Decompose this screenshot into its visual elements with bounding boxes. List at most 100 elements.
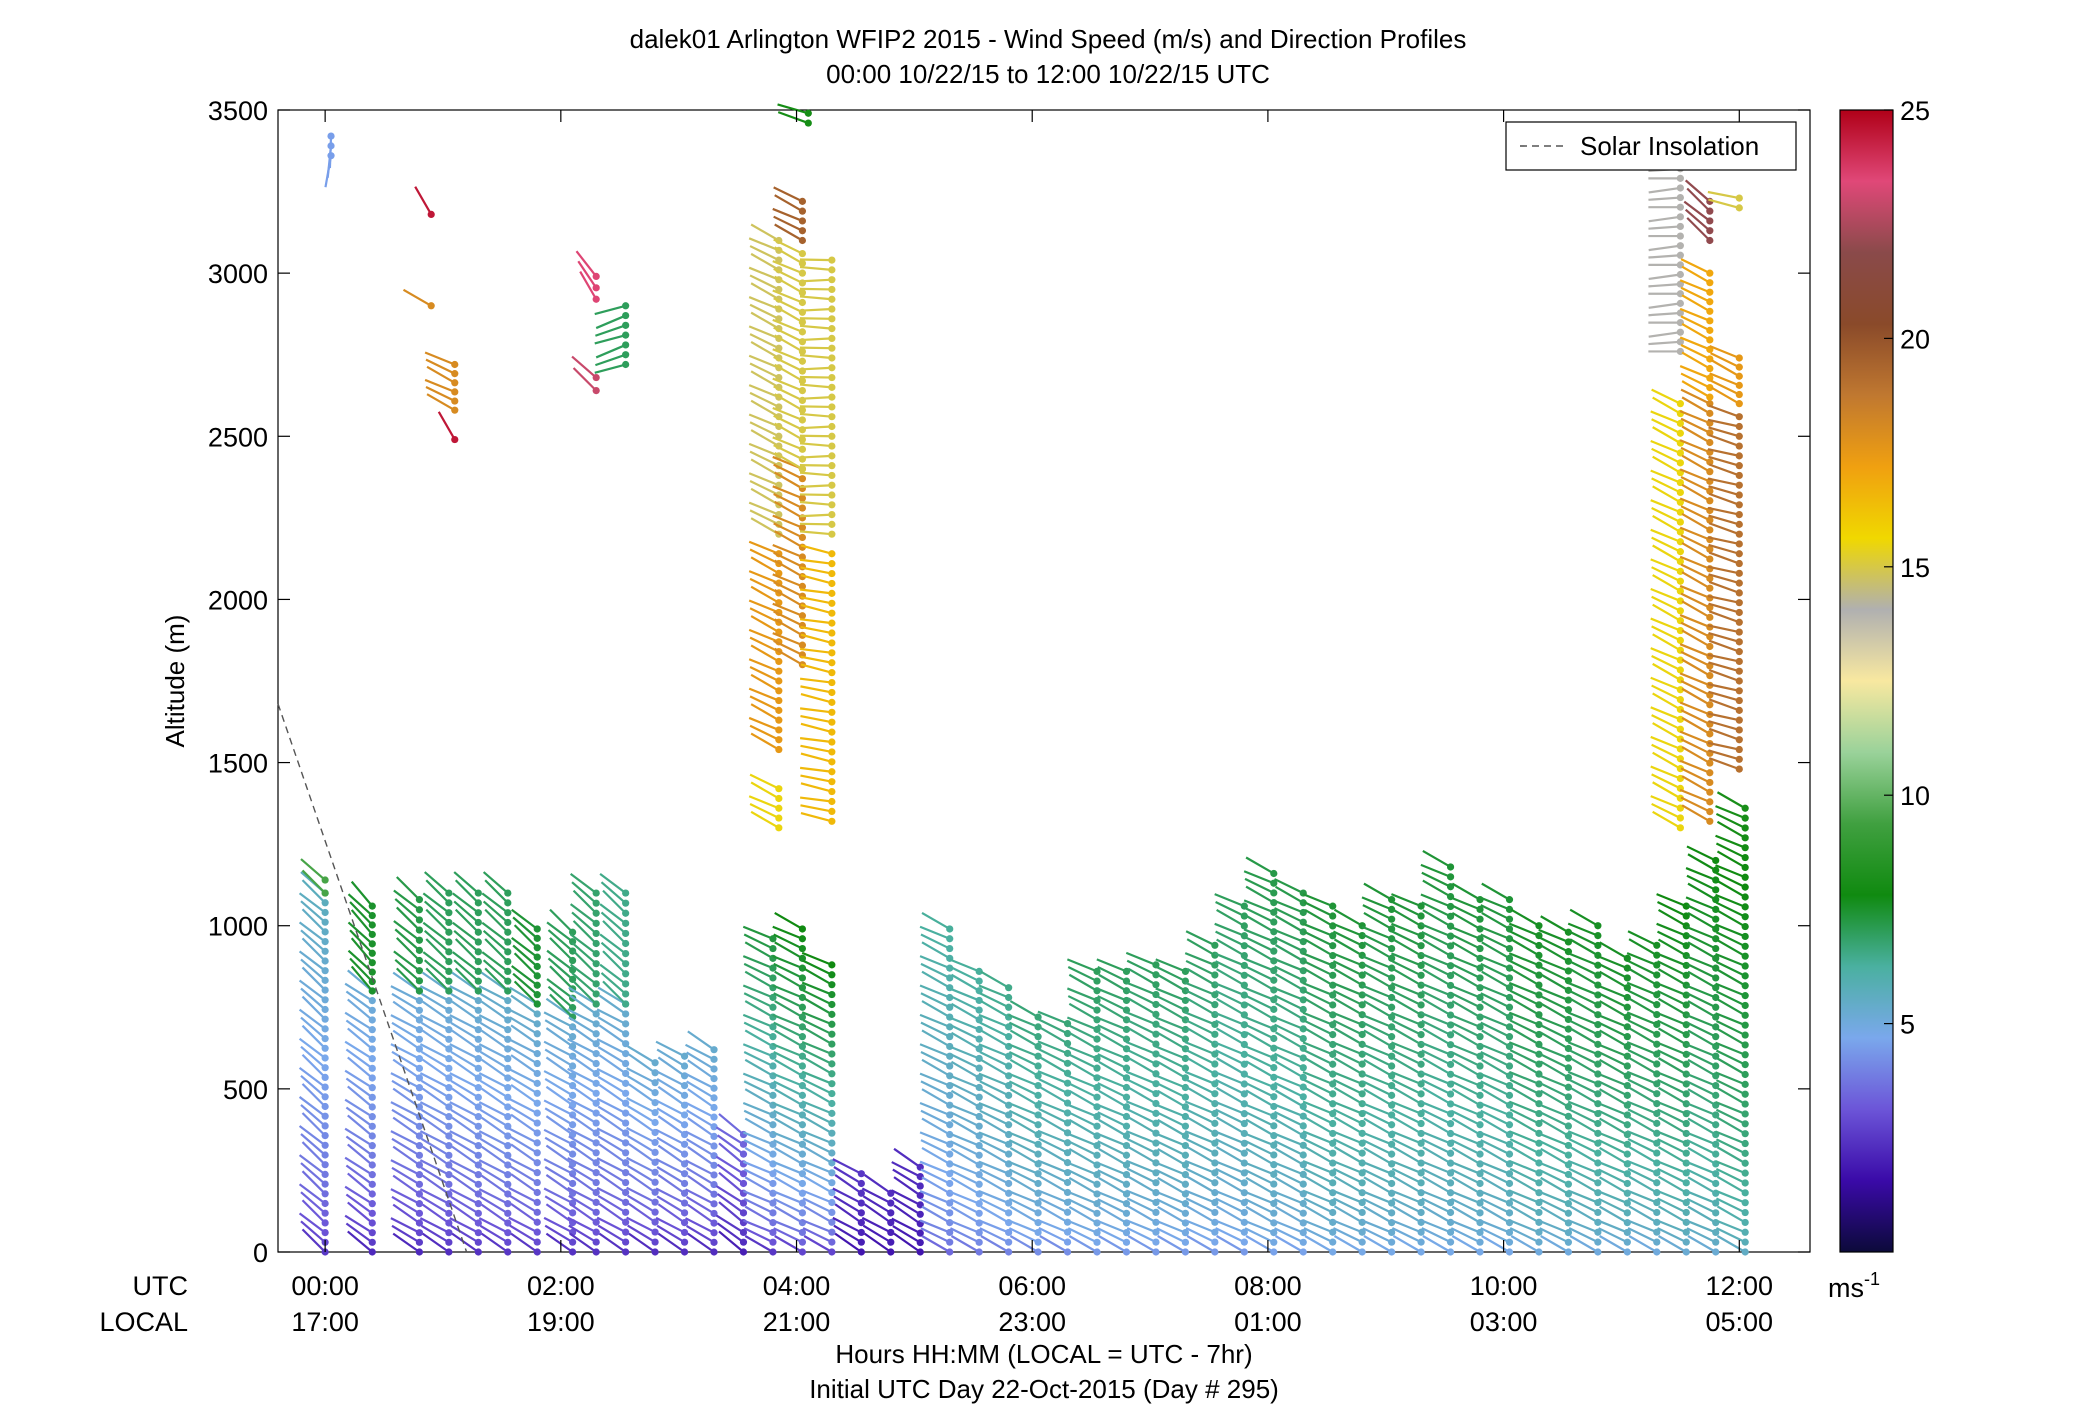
wind-barb-dot xyxy=(1735,589,1743,597)
wind-barb-dot xyxy=(1676,666,1684,674)
wind-barb-dot xyxy=(445,1132,453,1140)
wind-barb-shaft xyxy=(744,1058,774,1077)
wind-barb-dot xyxy=(1712,1081,1720,1090)
wind-barb-shaft xyxy=(628,1143,656,1164)
wind-barb-dot xyxy=(1505,1062,1514,1070)
wind-barb-shaft xyxy=(1391,960,1422,977)
wind-barb-dot xyxy=(769,1033,777,1041)
wind-barb-dot xyxy=(828,462,836,470)
wind-barb-shaft xyxy=(1422,1146,1452,1165)
wind-barb-shaft xyxy=(1708,551,1740,565)
wind-barb-dot xyxy=(569,1179,577,1188)
wind-barb-dot xyxy=(769,1150,777,1158)
wind-barb-shaft xyxy=(347,1201,373,1224)
wind-barb-dot xyxy=(1712,1111,1720,1119)
wind-barb-shaft xyxy=(597,1075,627,1095)
wind-barb-dot xyxy=(1676,174,1684,182)
wind-barb-dot xyxy=(798,504,807,512)
wind-barb-shaft xyxy=(425,938,450,963)
wind-barb-dot xyxy=(1329,1238,1337,1246)
wind-barb-dot xyxy=(798,318,807,326)
wind-barb-shaft xyxy=(1648,331,1681,338)
wind-barb-shaft xyxy=(1449,1190,1481,1205)
wind-barb-shaft xyxy=(1157,1147,1186,1166)
wind-barb-shaft xyxy=(571,972,597,995)
wind-barb-shaft xyxy=(1538,987,1569,1002)
wind-barb-dot xyxy=(569,928,577,936)
wind-barb-shaft xyxy=(949,987,980,1002)
wind-barb-shaft xyxy=(1392,968,1422,987)
wind-barb-dot xyxy=(1299,1034,1307,1043)
wind-barb-dot xyxy=(1181,1122,1190,1130)
wind-barb-dot xyxy=(474,1122,482,1130)
wind-barb-shaft xyxy=(799,366,832,371)
wind-barb-shaft xyxy=(773,1197,803,1214)
wind-barb-shaft xyxy=(1708,757,1740,771)
wind-barb-shaft xyxy=(595,314,627,330)
wind-barb-shaft xyxy=(1421,1049,1452,1066)
wind-barb-shaft xyxy=(1361,1013,1393,1028)
wind-barb-shaft xyxy=(1685,1072,1717,1087)
wind-barb-shaft xyxy=(774,1235,803,1253)
wind-barb-shaft xyxy=(772,514,803,529)
wind-barb-dot xyxy=(857,1238,865,1246)
wind-barb-shaft xyxy=(344,1069,373,1089)
wind-barb-shaft xyxy=(656,1107,686,1126)
wind-barb-shaft xyxy=(1037,1189,1068,1204)
wind-barb-shaft xyxy=(345,1106,373,1128)
wind-barb-shaft xyxy=(1008,1109,1039,1126)
wind-barb-shaft xyxy=(480,1116,509,1137)
wind-barb-shaft xyxy=(349,957,374,983)
wind-barb-shaft xyxy=(596,1216,627,1234)
wind-barb-shaft xyxy=(1421,960,1452,977)
wind-barb-shaft xyxy=(298,892,326,914)
wind-barb-shaft xyxy=(1540,915,1569,934)
wind-barb-dot xyxy=(533,1000,541,1008)
wind-barb-shaft xyxy=(1421,1019,1452,1036)
wind-barb-shaft xyxy=(301,1053,326,1079)
wind-barb-dot xyxy=(775,736,783,744)
wind-barb-shaft xyxy=(1422,998,1452,1017)
wind-barb-dot xyxy=(1299,1102,1307,1111)
wind-barb-dot xyxy=(1240,1248,1248,1256)
wind-barb-shaft xyxy=(772,260,803,275)
wind-barb-shaft xyxy=(978,1072,1010,1087)
wind-barb-shaft xyxy=(1097,1198,1127,1215)
wind-barb-dot xyxy=(946,944,954,953)
wind-barb-shaft xyxy=(598,1113,627,1134)
wind-barb-dot xyxy=(592,1010,600,1018)
wind-barb-dot xyxy=(710,1161,718,1169)
wind-barb-shaft xyxy=(1569,1116,1599,1135)
wind-barb-dot xyxy=(321,1209,329,1217)
wind-barb-dot xyxy=(321,1199,329,1208)
wind-barb-shaft xyxy=(1683,200,1711,222)
wind-barb-shaft xyxy=(749,450,780,467)
wind-barb-shaft xyxy=(344,1156,373,1176)
wind-barb-dot xyxy=(828,981,836,989)
wind-barb-shaft xyxy=(1568,930,1599,947)
wind-barb-shaft xyxy=(1245,1118,1275,1137)
wind-barb-shaft xyxy=(1068,1118,1098,1137)
wind-barb-dot xyxy=(321,996,329,1004)
wind-barb-shaft xyxy=(1681,542,1711,561)
wind-barb-shaft xyxy=(1008,1219,1039,1234)
wind-barb-shaft xyxy=(1332,989,1363,1006)
wind-barb-shaft xyxy=(1679,672,1711,687)
wind-barb-shaft xyxy=(1707,624,1740,634)
wind-barb-shaft xyxy=(1097,995,1127,1012)
wind-barb-dot xyxy=(1535,1149,1543,1157)
wind-barb-shaft xyxy=(1650,735,1681,750)
wind-barb-dot xyxy=(975,1151,983,1159)
wind-barb-dot xyxy=(368,997,376,1005)
wind-barb-shaft xyxy=(1481,1029,1511,1048)
wind-barb-dot xyxy=(1270,1180,1278,1188)
wind-barb-shaft xyxy=(1008,1168,1039,1185)
wind-barb-dot xyxy=(622,1129,630,1137)
wind-barb-shaft xyxy=(567,1127,597,1144)
wind-barb-dot xyxy=(1417,942,1425,950)
wind-barb-dot xyxy=(474,948,482,956)
wind-barb-dot xyxy=(1417,1001,1425,1009)
wind-barb-dot xyxy=(592,1050,600,1058)
wind-barb-dot xyxy=(1122,1035,1131,1043)
wind-barb-shaft xyxy=(1332,1041,1363,1056)
